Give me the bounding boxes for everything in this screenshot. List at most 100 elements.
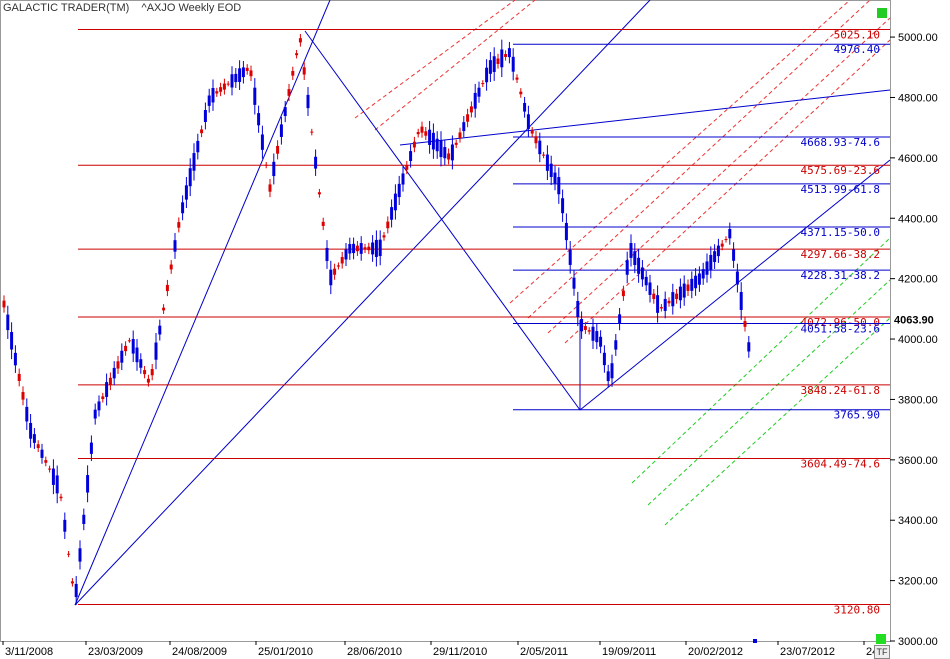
candle-body bbox=[268, 184, 272, 192]
candle-body bbox=[283, 107, 287, 117]
candle-body bbox=[177, 222, 181, 228]
candle-body bbox=[51, 468, 55, 485]
candle-body bbox=[686, 284, 690, 291]
candle-body bbox=[549, 163, 553, 178]
candle-body bbox=[295, 53, 299, 56]
candle-body bbox=[637, 257, 641, 274]
candle-body bbox=[500, 49, 504, 68]
candle-body bbox=[374, 239, 378, 257]
candle-body bbox=[272, 161, 276, 177]
timeframe-button[interactable]: TF bbox=[874, 645, 890, 659]
red-channel-line bbox=[547, 17, 891, 334]
candle-body bbox=[245, 67, 249, 71]
candle-body bbox=[131, 339, 135, 354]
candle-body bbox=[241, 67, 245, 78]
candle-body bbox=[477, 87, 481, 97]
x-tick-label: 3/11/2008 bbox=[5, 646, 53, 658]
candle-body bbox=[371, 242, 375, 255]
blue-level-label: 4371.15-50.0 bbox=[801, 226, 880, 239]
y-tick-label: 3400.00 bbox=[898, 515, 938, 527]
candle-body bbox=[728, 228, 732, 239]
candle-body bbox=[523, 102, 527, 112]
candle-body bbox=[409, 151, 413, 162]
candle-body bbox=[2, 300, 6, 308]
candle-body bbox=[238, 68, 242, 82]
candle-body bbox=[207, 95, 211, 106]
candle-body bbox=[534, 136, 538, 144]
candle-body bbox=[230, 74, 234, 88]
candle-body bbox=[264, 164, 268, 166]
candle-body bbox=[606, 371, 610, 382]
candle-body bbox=[363, 247, 367, 250]
candle-body bbox=[640, 267, 644, 280]
candle-body bbox=[473, 92, 477, 109]
candle-body bbox=[169, 264, 173, 270]
candle-body bbox=[428, 129, 432, 145]
candle-body bbox=[462, 122, 466, 132]
candle-body bbox=[310, 131, 314, 133]
x-tick-label: 2/05/2011 bbox=[520, 646, 568, 658]
candle-body bbox=[105, 382, 109, 397]
candle-body bbox=[249, 70, 253, 77]
candle-body bbox=[116, 361, 120, 369]
blue-level-label: 4513.99-61.8 bbox=[801, 183, 880, 196]
candle-body bbox=[485, 67, 489, 83]
candle-body bbox=[713, 251, 717, 263]
trend-line bbox=[304, 30, 581, 411]
candle-body bbox=[279, 124, 283, 137]
green-channel-line bbox=[631, 237, 891, 484]
candle-body bbox=[386, 221, 390, 229]
y-tick-label: 4200.00 bbox=[898, 274, 938, 286]
candle-body bbox=[671, 292, 675, 307]
candle-body bbox=[344, 249, 348, 260]
candle-body bbox=[55, 475, 59, 494]
candle-body bbox=[390, 207, 394, 220]
candle-body bbox=[659, 307, 663, 309]
candle-body bbox=[13, 352, 17, 366]
candle-body bbox=[401, 173, 405, 185]
candle-body bbox=[591, 326, 595, 341]
red-level-label: 3120.80 bbox=[834, 604, 880, 617]
candle-body bbox=[602, 352, 606, 366]
candle-body bbox=[253, 87, 257, 105]
red-level-label: 4297.66-38.2 bbox=[801, 248, 880, 261]
x-tick-label: 23/03/2009 bbox=[88, 646, 143, 658]
candle-body bbox=[663, 298, 667, 311]
candle-body bbox=[82, 514, 86, 524]
candle-body bbox=[583, 326, 587, 330]
y-tick-label: 3000.00 bbox=[898, 636, 938, 648]
toggle-bottom-icon[interactable] bbox=[876, 634, 886, 644]
candle-body bbox=[701, 269, 705, 279]
candle-body bbox=[306, 94, 310, 109]
candle-body bbox=[690, 278, 694, 291]
y-tick-label: 4000.00 bbox=[898, 334, 938, 346]
candle-body bbox=[450, 144, 454, 161]
trend-line bbox=[399, 89, 891, 146]
y-tick-label: 3600.00 bbox=[898, 455, 938, 467]
candle-body bbox=[382, 235, 386, 238]
y-tick-label: 4400.00 bbox=[898, 213, 938, 225]
candle-body bbox=[302, 67, 306, 75]
x-tick-label: 23/07/2012 bbox=[780, 646, 835, 658]
candle-body bbox=[355, 245, 359, 252]
candle-body bbox=[625, 260, 629, 275]
candle-body bbox=[458, 132, 462, 138]
candle-body bbox=[443, 147, 447, 159]
candle-body bbox=[367, 246, 371, 251]
candle-body bbox=[553, 172, 557, 184]
candle-body bbox=[652, 293, 656, 300]
candle-body bbox=[545, 154, 549, 171]
candle-body bbox=[614, 340, 618, 350]
candle-body bbox=[260, 134, 264, 150]
candle-body bbox=[397, 183, 401, 198]
candle-body bbox=[405, 165, 409, 170]
candle-body bbox=[412, 141, 416, 148]
x-tick-label: 19/09/2011 bbox=[602, 646, 656, 658]
candle-body bbox=[705, 261, 709, 275]
candle-body bbox=[439, 140, 443, 158]
candle-body bbox=[211, 87, 215, 103]
y-tick-label: 3200.00 bbox=[898, 576, 938, 588]
toggle-top-icon[interactable] bbox=[877, 8, 887, 18]
candle-body bbox=[146, 378, 150, 383]
